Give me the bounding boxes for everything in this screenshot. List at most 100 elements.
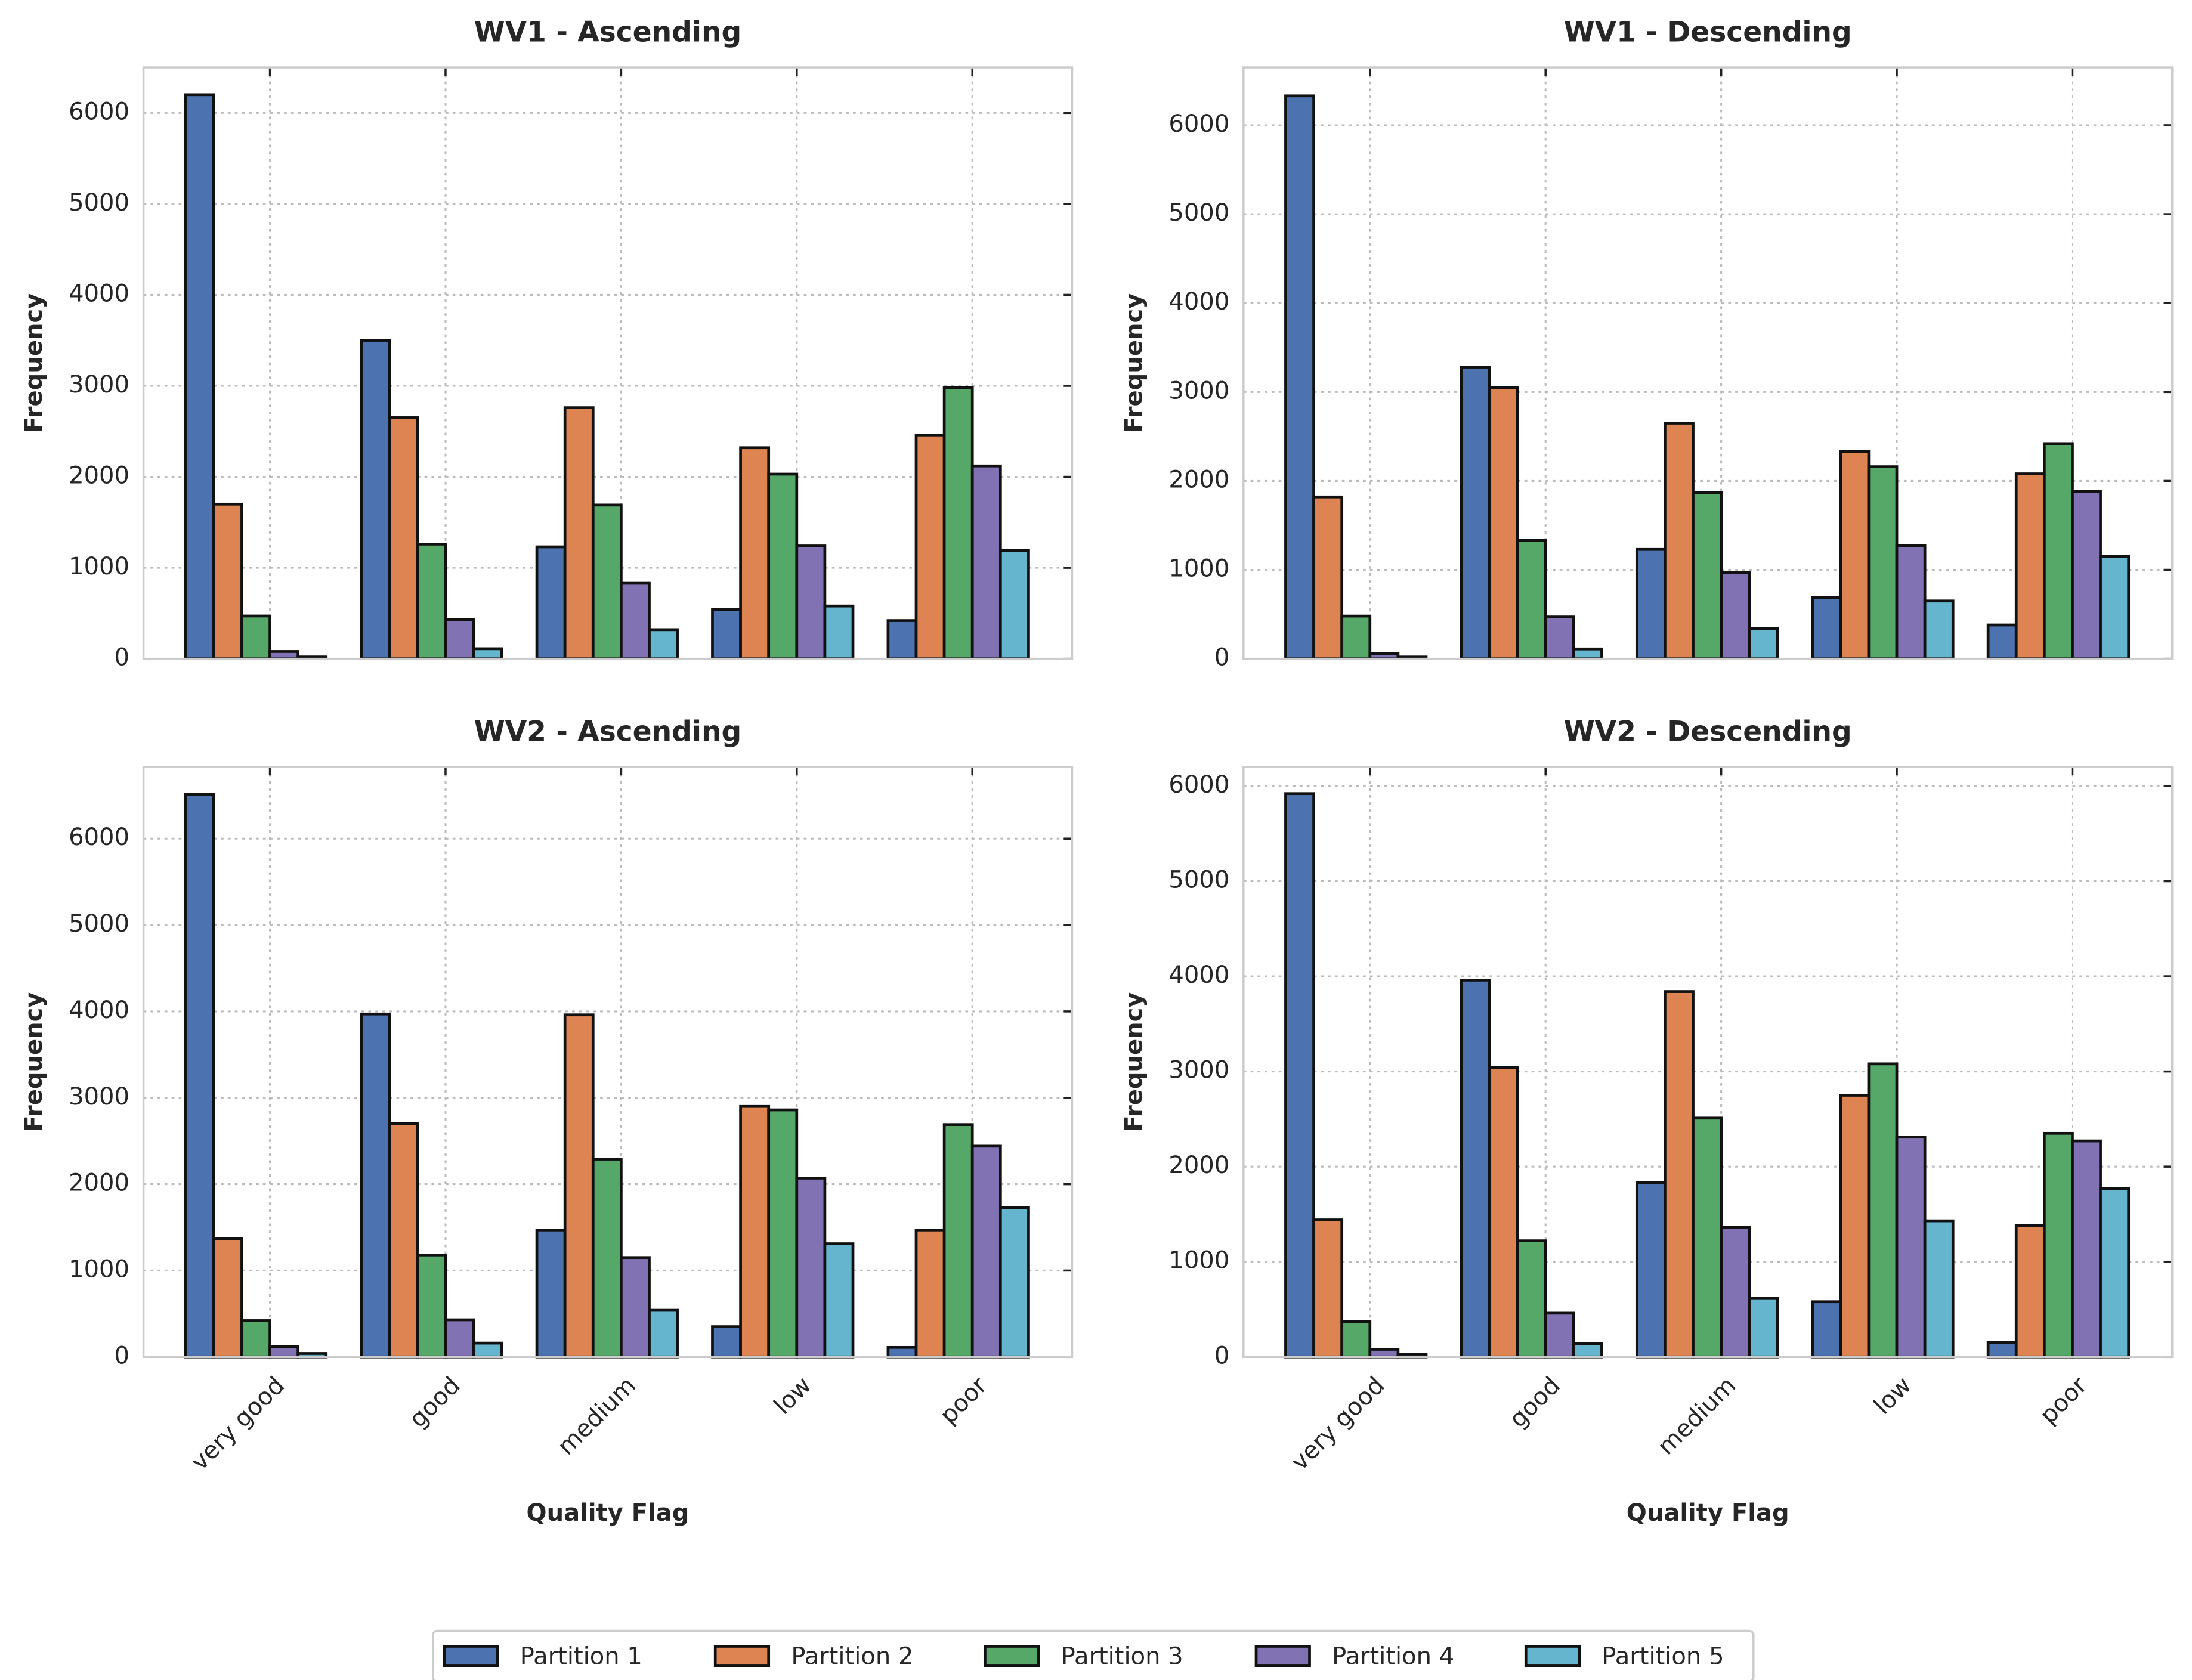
bar bbox=[914, 434, 946, 661]
x-tick-label: low bbox=[769, 1372, 817, 1420]
bar bbox=[1748, 1296, 1779, 1359]
bar bbox=[2043, 1131, 2074, 1359]
bar bbox=[1544, 1311, 1575, 1359]
bar bbox=[563, 1013, 595, 1359]
bar bbox=[711, 1325, 742, 1359]
x-tick-label: good bbox=[1504, 1372, 1566, 1433]
legend-swatch bbox=[1524, 1645, 1581, 1667]
y-tick-label: 2000 bbox=[69, 462, 129, 490]
bar bbox=[1516, 1239, 1547, 1359]
bar bbox=[1664, 422, 1695, 661]
y-tick-label: 4000 bbox=[69, 280, 129, 307]
bar bbox=[998, 549, 1030, 661]
bar bbox=[1340, 1320, 1372, 1359]
y-tick-label: 2000 bbox=[1168, 1152, 1229, 1179]
bar bbox=[1488, 1066, 1519, 1359]
bar bbox=[535, 545, 567, 661]
legend-swatch bbox=[984, 1645, 1040, 1667]
bar bbox=[472, 1341, 503, 1359]
bar bbox=[823, 1242, 855, 1359]
axes-frame bbox=[1242, 766, 2174, 1359]
bar bbox=[1368, 1348, 1400, 1359]
bar bbox=[472, 647, 503, 661]
bar bbox=[2099, 555, 2131, 661]
bar bbox=[212, 1237, 243, 1359]
bar bbox=[268, 1345, 300, 1359]
bar bbox=[212, 502, 243, 661]
y-tick-label: 5000 bbox=[1168, 199, 1229, 227]
bar bbox=[942, 1123, 974, 1359]
bar bbox=[1923, 1219, 1955, 1359]
bar bbox=[998, 1206, 1030, 1359]
x-axis-label: Quality Flag bbox=[1627, 1499, 1789, 1527]
bar bbox=[240, 1319, 271, 1359]
bar bbox=[1664, 990, 1695, 1359]
y-tick-label: 5000 bbox=[69, 189, 129, 216]
legend-frame bbox=[432, 1629, 1755, 1680]
bar bbox=[360, 339, 391, 661]
x-tick-label: very good bbox=[1286, 1372, 1390, 1476]
x-tick-label: poor bbox=[2035, 1372, 2092, 1430]
bar bbox=[1895, 1136, 1927, 1359]
legend-swatch bbox=[1254, 1645, 1311, 1667]
bar bbox=[1544, 615, 1575, 661]
y-tick-label: 3000 bbox=[1168, 377, 1229, 404]
bar bbox=[184, 793, 215, 1359]
bar bbox=[886, 1345, 918, 1359]
y-tick-label: 3000 bbox=[69, 371, 129, 398]
bar bbox=[795, 1177, 827, 1359]
axes-frame bbox=[142, 766, 1074, 1359]
bar bbox=[620, 581, 651, 661]
bar bbox=[591, 1158, 623, 1359]
bar bbox=[535, 1229, 567, 1359]
bar bbox=[388, 416, 419, 661]
bar bbox=[942, 386, 974, 661]
y-tick-label: 6000 bbox=[69, 824, 129, 851]
bar bbox=[2014, 472, 2046, 661]
bar bbox=[1986, 1341, 2018, 1359]
legend-swatch bbox=[443, 1645, 499, 1667]
y-tick-label: 0 bbox=[115, 1342, 129, 1369]
bar bbox=[767, 472, 799, 661]
bar bbox=[970, 464, 1002, 661]
bar bbox=[1839, 450, 1871, 661]
axes-frame bbox=[142, 66, 1074, 660]
axes-frame bbox=[1242, 66, 2174, 660]
y-tick-label: 0 bbox=[115, 644, 129, 672]
bar bbox=[795, 544, 827, 661]
bar bbox=[1839, 1094, 1871, 1359]
y-tick-label: 1000 bbox=[69, 553, 129, 580]
bar bbox=[2071, 1139, 2102, 1359]
bar bbox=[444, 618, 475, 661]
y-axis-label: Frequency bbox=[1120, 293, 1148, 433]
bar bbox=[1460, 979, 1491, 1359]
bar bbox=[1635, 1181, 1667, 1359]
bar bbox=[1284, 792, 1315, 1359]
bar bbox=[739, 1104, 771, 1359]
bar bbox=[1923, 599, 1955, 661]
y-tick-label: 0 bbox=[1214, 1342, 1229, 1369]
bar bbox=[444, 1318, 475, 1359]
bar bbox=[648, 628, 679, 661]
bar bbox=[1692, 491, 1723, 661]
bar bbox=[914, 1229, 946, 1359]
x-tick-label: medium bbox=[1652, 1372, 1741, 1461]
x-tick-label: low bbox=[1869, 1372, 1917, 1420]
bar bbox=[711, 608, 742, 661]
y-tick-label: 5000 bbox=[69, 910, 129, 938]
y-axis-label: Frequency bbox=[20, 293, 48, 433]
y-axis-label: Frequency bbox=[20, 992, 48, 1131]
y-tick-label: 6000 bbox=[1168, 110, 1229, 138]
bar bbox=[1312, 495, 1344, 661]
legend-label: Partition 5 bbox=[1602, 1642, 1724, 1670]
bar bbox=[591, 503, 623, 661]
bar bbox=[767, 1108, 799, 1359]
legend-swatch bbox=[713, 1645, 771, 1667]
bar bbox=[1516, 539, 1547, 661]
chart-title: WV1 - Ascending bbox=[474, 16, 741, 49]
bar bbox=[268, 650, 300, 661]
bar bbox=[739, 446, 771, 661]
bar bbox=[2071, 490, 2102, 661]
bar bbox=[1720, 1226, 1751, 1359]
